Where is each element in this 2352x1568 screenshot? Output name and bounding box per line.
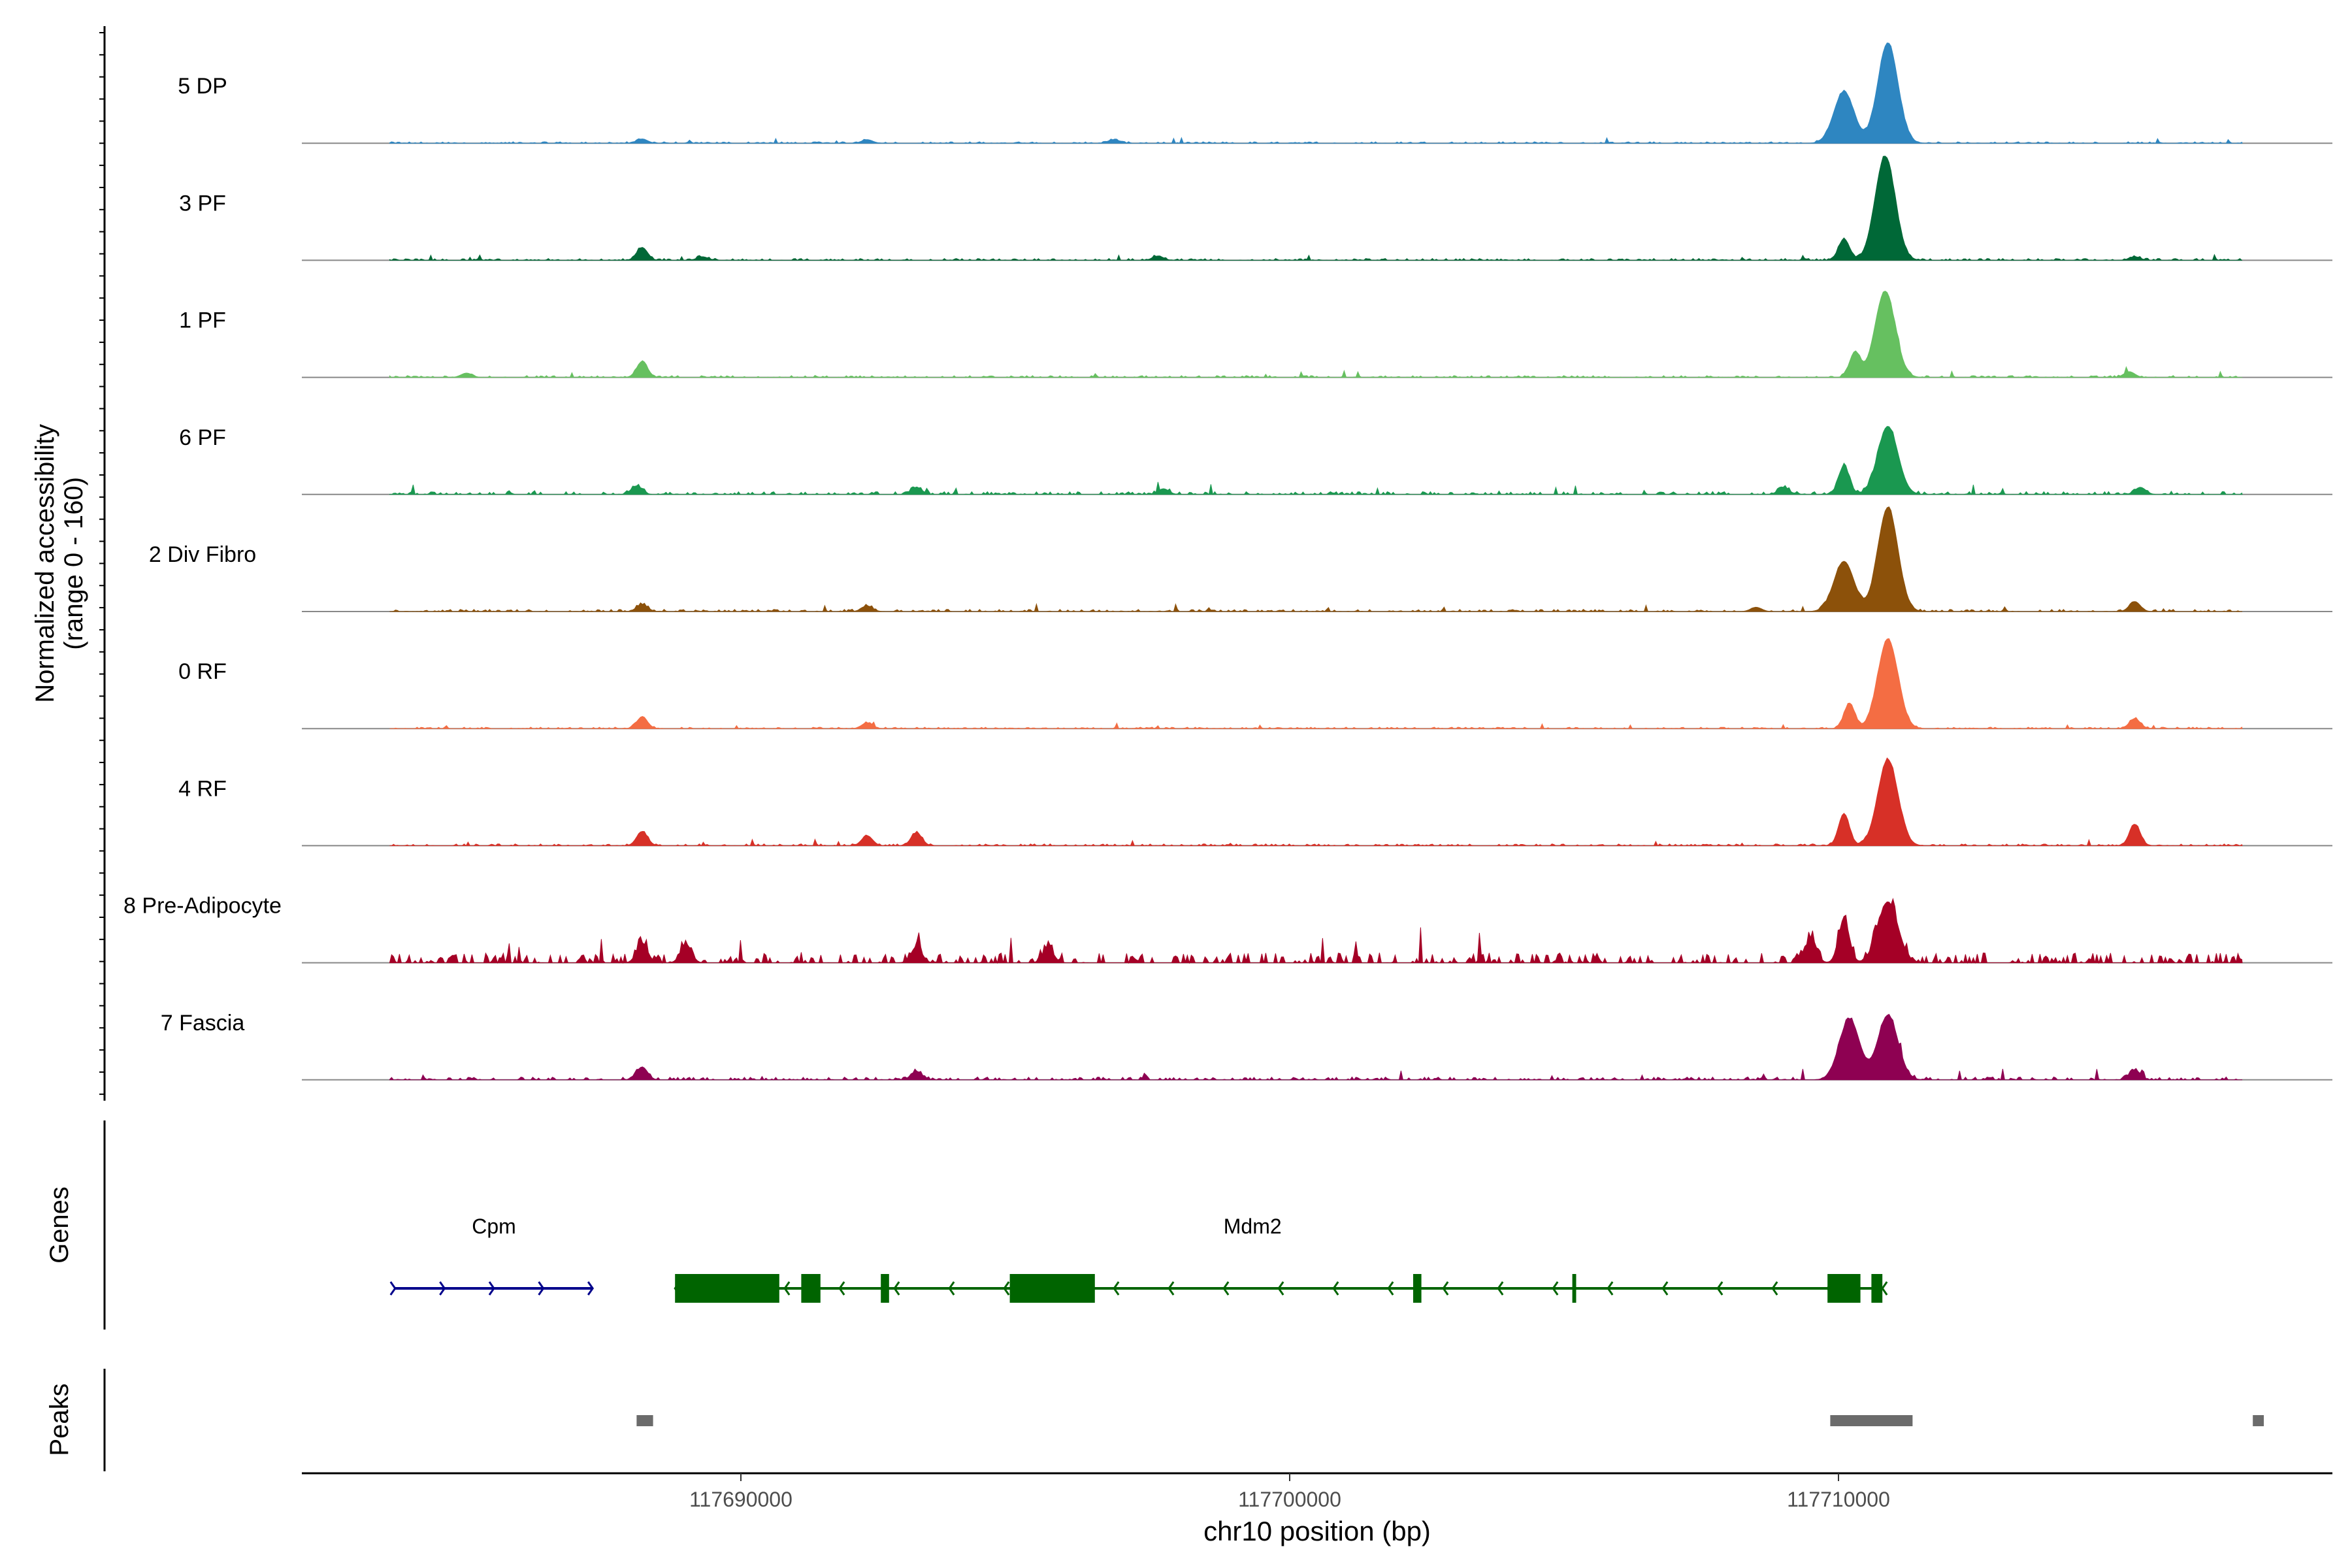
track-label: 5 DP	[178, 74, 227, 99]
strand-arrow	[1277, 1281, 1284, 1296]
strand-arrow	[783, 1281, 791, 1296]
track-5-dp: 5 DP	[178, 42, 2332, 144]
track-label: 3 PF	[179, 191, 226, 216]
exon	[801, 1274, 821, 1303]
strand-arrow	[1716, 1281, 1723, 1296]
coverage-area	[389, 426, 2243, 496]
coverage-tracks: 5 DP 3 PF 1 PF 6 PF 2 Div Fibro 0 RF 4 RF 8 Pre…	[123, 42, 2332, 1081]
track-0-rf: 0 RF	[178, 638, 2332, 730]
strand-arrow	[1003, 1281, 1010, 1296]
x-axis-title: chr10 position (bp)	[1203, 1516, 1431, 1546]
coverage-area	[389, 1013, 2243, 1081]
strand-arrow	[389, 1281, 397, 1296]
strand-arrow	[1168, 1281, 1175, 1296]
strand-arrow	[1497, 1281, 1504, 1296]
track-4-rf: 4 RF	[178, 757, 2332, 847]
strand-arrow	[948, 1281, 955, 1296]
exon	[1413, 1274, 1422, 1303]
x-tick-label: 117690000	[689, 1488, 792, 1511]
strand-arrow	[439, 1281, 446, 1296]
exon	[1572, 1274, 1576, 1303]
gene-label: Mdm2	[1224, 1215, 1282, 1238]
exon	[881, 1274, 889, 1303]
strand-arrow	[1387, 1281, 1394, 1296]
strand-arrow	[1332, 1281, 1339, 1296]
x-tick-label: 117710000	[1787, 1488, 1890, 1511]
strand-arrow	[1442, 1281, 1449, 1296]
track-label: 7 Fascia	[161, 1011, 245, 1036]
track-3-pf: 3 PF	[179, 155, 2332, 261]
strand-arrow	[587, 1281, 595, 1296]
exon	[1871, 1274, 1883, 1303]
track-label: 6 PF	[179, 425, 226, 450]
track-2-div-fibro: 2 Div Fibro	[149, 506, 2332, 612]
y-axis-title: Normalized accessibility(range 0 - 160)	[31, 424, 88, 703]
strand-arrow	[1113, 1281, 1120, 1296]
peak-region	[1830, 1415, 1913, 1426]
track-label: 1 PF	[179, 308, 226, 333]
track-6-pf: 6 PF	[179, 425, 2332, 496]
exon	[675, 1274, 779, 1303]
genes-title: Genes	[45, 1186, 74, 1264]
coverage-area	[389, 42, 2243, 144]
exon	[1009, 1274, 1095, 1303]
accessibility-axis	[99, 26, 106, 1101]
strand-arrow	[1222, 1281, 1230, 1296]
gene-cpm: Cpm	[389, 1215, 595, 1296]
track-1-pf: 1 PF	[179, 291, 2332, 378]
peak-region	[2253, 1415, 2264, 1426]
strand-arrow	[538, 1281, 545, 1296]
track-8-pre-adipocyte: 8 Pre-Adipocyte	[123, 894, 2332, 964]
gene-label: Cpm	[472, 1215, 516, 1238]
genes-panel: Genes Cpm Mdm2	[45, 1120, 1888, 1330]
coverage-area	[389, 506, 2242, 612]
coverage-area	[389, 898, 2243, 964]
gene-mdm2: Mdm2	[674, 1215, 1888, 1303]
strand-arrow	[1607, 1281, 1614, 1296]
y-title-line: Normalized accessibility	[31, 424, 59, 703]
strand-arrow	[1661, 1281, 1669, 1296]
track-label: 4 RF	[178, 776, 227, 801]
exon	[1827, 1274, 1861, 1303]
track-label: 0 RF	[178, 659, 227, 684]
coverage-area	[389, 757, 2243, 847]
x-tick-label: 117700000	[1238, 1488, 1341, 1511]
strand-arrow	[1552, 1281, 1559, 1296]
y-title-line: (range 0 - 160)	[59, 477, 88, 650]
peaks-panel: Peaks	[45, 1369, 2264, 1471]
track-7-fascia: 7 Fascia	[161, 1011, 2332, 1081]
peaks-title: Peaks	[45, 1383, 74, 1456]
track-label: 2 Div Fibro	[149, 542, 256, 567]
strand-arrow	[1771, 1281, 1778, 1296]
strand-arrow	[838, 1281, 845, 1296]
strand-arrow	[893, 1281, 900, 1296]
peak-region	[636, 1415, 653, 1426]
track-label: 8 Pre-Adipocyte	[123, 894, 282, 919]
strand-arrow	[488, 1281, 495, 1296]
coverage-area	[389, 291, 2242, 378]
coverage-area	[389, 155, 2242, 261]
strand-arrow	[1881, 1281, 1888, 1296]
x-axis: 117690000 117700000 117710000	[302, 1472, 2332, 1511]
coverage-area	[389, 638, 2243, 729]
